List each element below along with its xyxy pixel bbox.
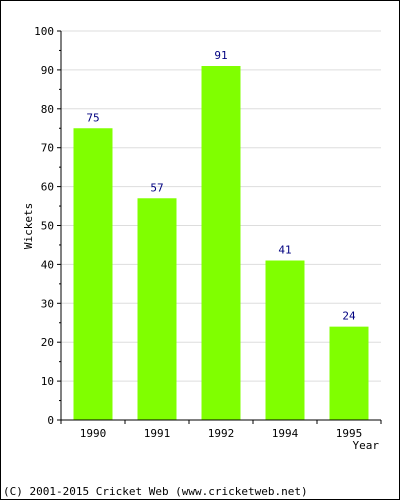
data-label: 57: [150, 181, 163, 194]
bars: [73, 66, 369, 420]
y-axis-title: Wickets: [22, 203, 35, 249]
y-tick-label: 10: [41, 375, 54, 388]
y-tick-label: 70: [41, 142, 54, 155]
x-tick-label: 1992: [208, 427, 235, 440]
x-axis-ticks: 1990 1991 1992 1994 1995: [60, 420, 382, 440]
y-tick-label: 80: [41, 103, 54, 116]
data-label: 91: [214, 49, 227, 62]
y-axis-ticks: 0 10 20 30 40 50 60 70 80 90 100: [34, 25, 61, 427]
copyright-footer: (C) 2001-2015 Cricket Web (www.cricketwe…: [3, 485, 308, 498]
bar: [329, 326, 369, 420]
bar: [201, 66, 241, 420]
bar: [73, 128, 113, 420]
data-label: 41: [278, 244, 291, 257]
y-tick-label: 50: [41, 220, 54, 233]
bar: [137, 198, 177, 420]
y-tick-label: 0: [47, 414, 54, 427]
x-tick-label: 1990: [80, 427, 107, 440]
x-tick-label: 1995: [336, 427, 363, 440]
y-tick-label: 100: [34, 25, 54, 38]
x-axis-title: Year: [353, 439, 380, 452]
y-tick-label: 20: [41, 336, 54, 349]
y-tick-label: 40: [41, 258, 54, 271]
x-tick-label: 1991: [144, 427, 171, 440]
data-labels: 75 57 91 41 24: [86, 49, 356, 323]
data-label: 24: [342, 310, 356, 323]
y-tick-label: 90: [41, 64, 54, 77]
y-tick-label: 30: [41, 297, 54, 310]
y-tick-label: 60: [41, 181, 54, 194]
bar: [265, 260, 305, 420]
data-label: 75: [86, 111, 99, 124]
x-tick-label: 1994: [272, 427, 299, 440]
